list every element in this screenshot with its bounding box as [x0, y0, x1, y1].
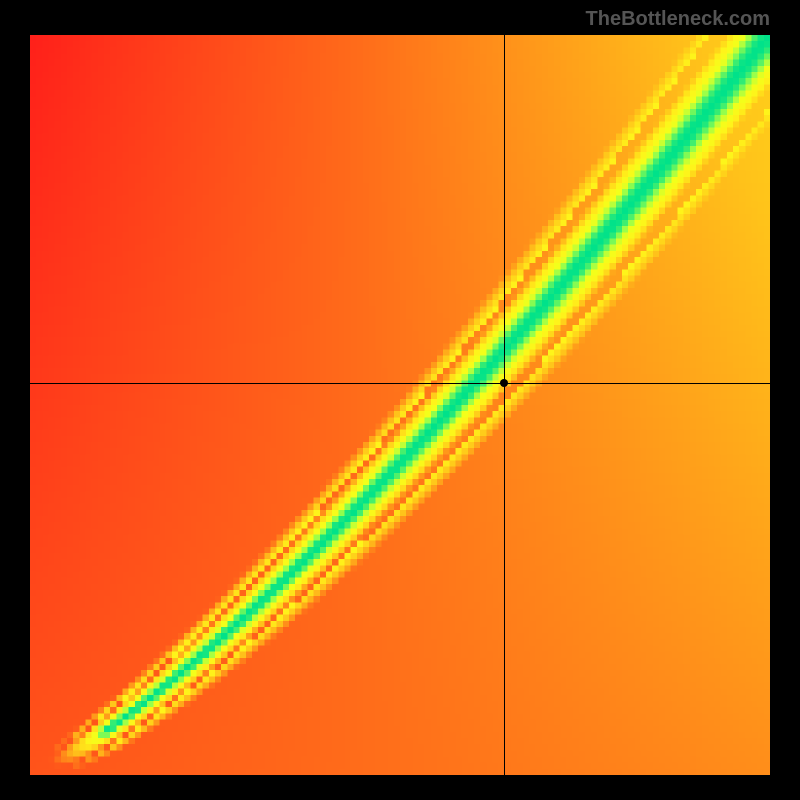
crosshair-vertical: [504, 35, 505, 775]
crosshair-horizontal: [30, 383, 770, 384]
crosshair-marker: [500, 379, 508, 387]
heatmap-canvas: [30, 35, 770, 775]
watermark-text: TheBottleneck.com: [586, 8, 770, 31]
heatmap-plot: [30, 35, 770, 775]
